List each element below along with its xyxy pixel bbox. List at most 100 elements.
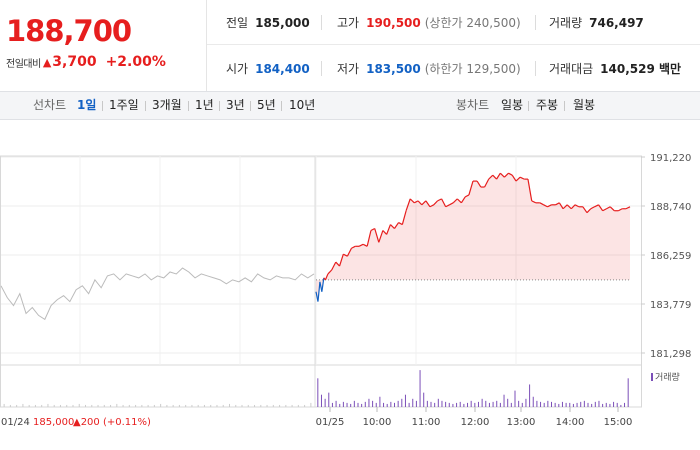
period-5y-tab[interactable]: 5년 [257,98,276,112]
prev-close-value: 185,000 [255,15,310,30]
x-tick-label: 10:00 [363,417,392,428]
today-line-segment [414,200,419,204]
divider [102,101,103,111]
today-line-segment [464,194,470,198]
change-amount: 3,700 [52,54,97,70]
today-line-segment [445,204,450,208]
y-axis-labels: 191,220 188,740 186,259 183,779 181,298 [641,153,691,360]
divider [321,15,322,30]
candle-daily-tab[interactable]: 일봉 [501,98,524,112]
today-line-segment [362,243,368,247]
today-line-segment [405,198,411,211]
price-change-row: 전일대비 ▲ 3,700 +2.00% [6,54,166,70]
divider [250,101,251,111]
candle-monthly-tab[interactable]: 월봉 [573,98,596,112]
line-chart-label: 선차트 [33,98,67,112]
today-line-segment [321,277,325,292]
today-line-segment [609,206,615,212]
today-line-segment [441,198,447,208]
period-1y-tab[interactable]: 1년 [195,98,214,112]
today-line-segment [425,200,431,208]
today-line-segment [374,228,380,243]
price-chart[interactable]: 191,220 188,740 186,259 183,779 181,298 01/2… [0,120,700,450]
today-line-segment [618,208,623,212]
divider [281,101,282,111]
prev-day-change: ▲200 (+0.11%) [73,417,151,428]
today-line-segment [409,198,415,204]
today-line-segment [351,245,356,249]
divider [564,101,565,111]
today-line-segment [468,180,474,196]
today-line-segment [378,230,384,243]
today-line-segment [499,172,505,178]
today-line-segment [346,247,353,257]
today-line-segment [358,243,364,247]
today-line-segment [594,204,599,208]
divider [528,101,529,111]
today-line-segment [582,206,588,214]
today-line-segment [602,208,607,212]
x-tick-label: 01/25 [316,417,345,428]
today-line-segment [324,273,329,281]
today-line-segment [331,261,337,271]
period-10y-tab[interactable]: 10년 [289,98,316,112]
today-line-segment [335,261,340,267]
x-axis-labels: 01/25 10:00 11:00 12:00 13:00 14:00 15:00 [316,407,632,428]
today-line-segment [484,178,490,188]
today-line-segment [566,204,572,210]
stat-high: 고가 190,500 (상한가 240,500) [337,15,521,31]
volume-legend-icon [651,373,653,381]
stats-row-2: 시가 184,400 저가 183,500 (하한가 129,500) 거래대금… [207,46,700,91]
open-value: 184,400 [255,61,310,76]
chart-grid [1,156,641,407]
period-3y-tab[interactable]: 3년 [226,98,245,112]
today-line-segment [488,174,494,180]
divider [321,61,322,76]
today-line-segment [460,196,466,204]
lower-limit: (하한가 129,500) [424,62,521,76]
y-tick-label: 188,740 [650,202,691,213]
y-tick-label: 191,220 [650,153,691,164]
divider [145,101,146,111]
today-line-segment [394,222,400,229]
y-tick-label: 183,779 [650,300,691,311]
change-percent: +2.00% [105,54,166,70]
price-summary: 188,700 전일대비 ▲ 3,700 +2.00% [0,0,207,91]
price-stats: 전일 185,000 고가 190,500 (상한가 240,500) 거래량 … [207,0,700,91]
today-line-segment [547,204,552,208]
today-line-segment [562,204,568,210]
y-tick-label: 186,259 [650,251,691,262]
prev-day-close: 185,000 [33,417,74,428]
today-line-segment [433,200,438,206]
stat-trade-amount: 거래대금 140,529 백만 [549,62,682,76]
upper-limit: (상한가 240,500) [424,16,521,30]
price-fill [316,173,630,302]
today-line-segment [570,204,576,210]
price-lines [0,172,631,321]
today-line-segment [437,198,442,202]
today-line-segment [492,174,497,180]
divider [535,15,536,30]
period-3m-tab[interactable]: 3개월 [152,98,182,112]
today-line-segment [452,198,458,204]
today-line-segment [598,204,604,212]
today-line-segment [338,254,344,267]
today-line-segment [508,172,513,176]
period-1d-tab[interactable]: 1일 [77,98,97,112]
today-line-segment [366,230,372,247]
today-line-segment [527,179,533,201]
period-1w-tab[interactable]: 1주일 [109,98,139,112]
price-fill-area [316,173,630,302]
volume-bars [3,370,629,407]
today-line-segment [586,208,592,214]
candle-chart-label: 봉차트 [456,98,490,112]
today-line-segment [449,202,454,206]
stat-open: 시가 184,400 [226,61,310,77]
today-line-segment [343,253,348,257]
current-price: 188,700 [6,14,132,48]
today-line-segment [543,204,548,208]
today-line-segment [574,204,580,208]
candle-weekly-tab[interactable]: 주봉 [536,98,559,112]
up-arrow-icon: ▲ [42,55,52,69]
today-line-segment [531,200,537,204]
